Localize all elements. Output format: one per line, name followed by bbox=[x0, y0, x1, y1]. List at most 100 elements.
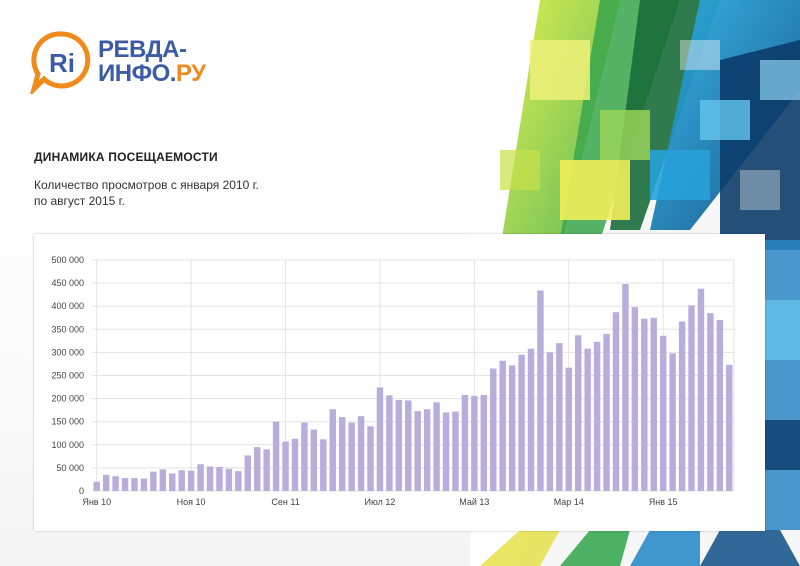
bar bbox=[225, 468, 233, 491]
bar bbox=[272, 421, 280, 491]
bar bbox=[452, 411, 459, 491]
bar bbox=[433, 402, 440, 491]
bar bbox=[414, 411, 421, 491]
page-subtitle: Количество просмотров с января 2010 г. п… bbox=[34, 177, 334, 209]
bar bbox=[565, 367, 572, 491]
y-tick-label: 450 000 bbox=[51, 278, 84, 288]
bar bbox=[556, 343, 563, 491]
bar bbox=[593, 341, 601, 491]
logo-line2-suffix: РУ bbox=[175, 60, 206, 87]
bar bbox=[688, 305, 695, 491]
bar bbox=[187, 470, 195, 491]
bar bbox=[575, 335, 582, 491]
bar bbox=[178, 470, 185, 491]
bar bbox=[612, 312, 620, 491]
y-tick-label: 350 000 bbox=[51, 324, 84, 334]
bar bbox=[112, 476, 119, 491]
bar bbox=[367, 426, 374, 491]
bar bbox=[518, 354, 525, 491]
bar bbox=[291, 438, 299, 491]
bar bbox=[338, 417, 346, 491]
bar bbox=[659, 335, 667, 491]
bar bbox=[622, 284, 629, 491]
subtitle-line-1: Количество просмотров с января 2010 г. bbox=[34, 178, 259, 192]
x-tick-label: Май 13 bbox=[459, 497, 489, 507]
bar bbox=[159, 469, 167, 491]
y-tick-label: 200 000 bbox=[51, 394, 84, 404]
bar bbox=[490, 368, 497, 491]
y-tick-label: 300 000 bbox=[51, 347, 84, 357]
bar bbox=[131, 478, 138, 491]
bar bbox=[697, 288, 705, 491]
logo-wordmark: РЕВДА- ИНФО.РУ bbox=[98, 38, 206, 86]
x-tick-label: Сен 11 bbox=[271, 497, 299, 507]
x-tick-label: Ноя 10 bbox=[177, 497, 206, 507]
bar bbox=[499, 360, 506, 491]
y-tick-label: 50 000 bbox=[56, 463, 84, 473]
bar bbox=[150, 471, 157, 491]
bar bbox=[263, 449, 270, 491]
bar bbox=[197, 464, 204, 491]
bar bbox=[102, 474, 110, 491]
bar bbox=[546, 352, 554, 491]
bar bbox=[348, 422, 355, 491]
y-tick-label: 0 bbox=[79, 486, 84, 496]
bar bbox=[244, 455, 251, 491]
logo-line2: ИНФО.РУ bbox=[98, 62, 206, 86]
logo-line1: РЕВДА- bbox=[98, 36, 187, 63]
traffic-bar-chart: 0 50 000 100 000 150 000 200 000 250 000 300 0… bbox=[51, 255, 735, 507]
bar bbox=[216, 466, 223, 491]
chart-card: 0 50 000 100 000 150 000 200 000 250 000 300 0… bbox=[34, 234, 765, 531]
logo-line2-main: ИНФО. bbox=[98, 60, 176, 87]
bar bbox=[678, 321, 686, 491]
x-tick-label: Янв 15 bbox=[649, 497, 678, 507]
site-logo[interactable]: Ri РЕВДА- ИНФО.РУ bbox=[30, 30, 206, 94]
bar bbox=[603, 333, 610, 491]
bar bbox=[471, 395, 478, 491]
x-tick-label: Июл 12 bbox=[365, 497, 396, 507]
y-tick-label: 250 000 bbox=[51, 371, 84, 381]
bar bbox=[254, 447, 261, 491]
bar bbox=[320, 439, 327, 491]
bar bbox=[716, 320, 724, 491]
page-title: ДИНАМИКА ПОСЕЩАЕМОСТИ bbox=[34, 150, 218, 164]
bar bbox=[169, 473, 176, 491]
y-tick-label: 150 000 bbox=[51, 417, 84, 427]
bar bbox=[329, 409, 336, 491]
logo-bubble-icon: Ri bbox=[30, 31, 91, 94]
bar bbox=[537, 290, 544, 491]
bar bbox=[282, 441, 289, 491]
bar bbox=[310, 429, 318, 491]
bar bbox=[395, 399, 403, 491]
bar bbox=[641, 318, 648, 491]
bar bbox=[461, 394, 469, 491]
bar bbox=[386, 395, 393, 491]
bar bbox=[480, 394, 488, 491]
bar bbox=[584, 348, 591, 491]
y-tick-label: 500 000 bbox=[51, 255, 84, 265]
bar bbox=[669, 353, 676, 491]
logo-mark: Ri bbox=[49, 48, 75, 78]
bar bbox=[650, 317, 657, 491]
bar bbox=[206, 466, 214, 491]
x-tick-label: Мар 14 bbox=[554, 497, 584, 507]
bar bbox=[726, 364, 733, 491]
bar bbox=[121, 478, 129, 491]
y-tick-label: 400 000 bbox=[51, 301, 84, 311]
bar bbox=[235, 471, 242, 491]
bar bbox=[405, 400, 412, 491]
bar bbox=[631, 307, 639, 491]
bar bbox=[423, 409, 431, 491]
bar bbox=[140, 478, 148, 491]
bar bbox=[357, 416, 365, 491]
bar bbox=[707, 313, 714, 491]
bar bbox=[508, 365, 516, 491]
bar bbox=[376, 387, 384, 491]
subtitle-line-2: по август 2015 г. bbox=[34, 194, 125, 208]
bar bbox=[301, 422, 308, 491]
x-tick-label: Янв 10 bbox=[82, 497, 111, 507]
bar bbox=[93, 481, 100, 491]
y-tick-label: 100 000 bbox=[51, 440, 84, 450]
bar bbox=[442, 412, 450, 491]
bar bbox=[527, 348, 535, 491]
